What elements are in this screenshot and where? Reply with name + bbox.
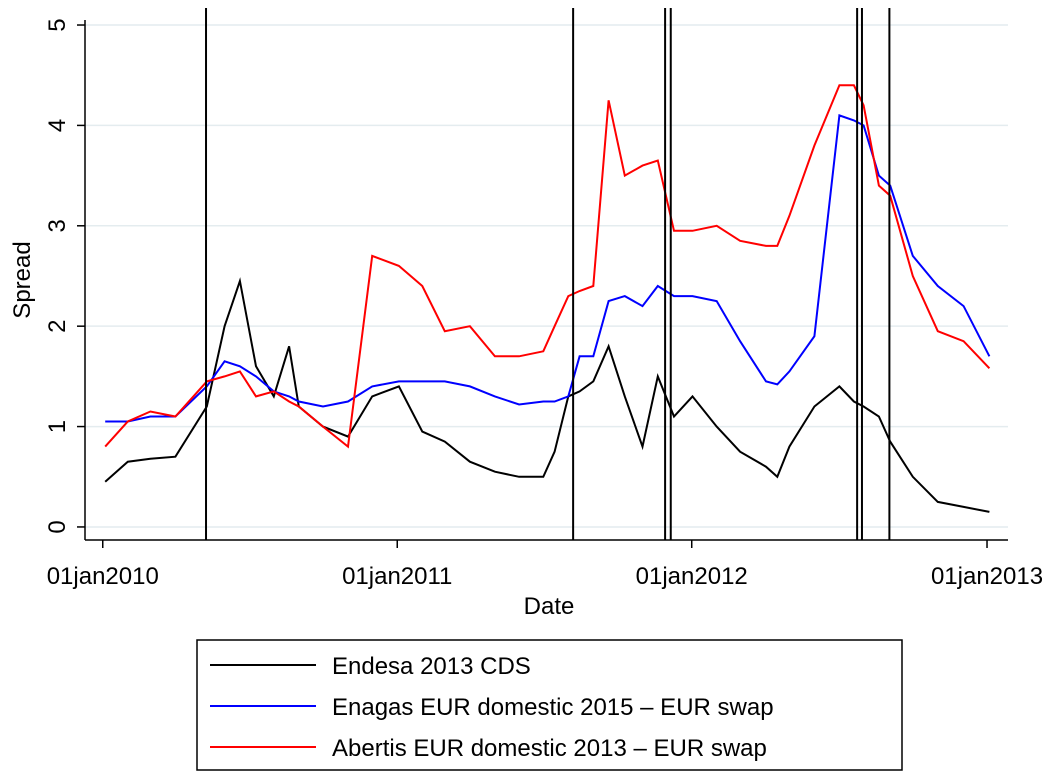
y-tick-label: 2	[44, 319, 71, 332]
x-tick-label: 01jan2010	[47, 563, 159, 590]
y-tick-label: 1	[44, 420, 71, 433]
x-tick-label: 01jan2012	[636, 563, 748, 590]
y-tick-label: 4	[44, 119, 71, 132]
legend-label: Enagas EUR domestic 2015 – EUR swap	[332, 694, 774, 721]
legend-label: Abertis EUR domestic 2013 – EUR swap	[332, 735, 767, 762]
y-tick-label: 3	[44, 219, 71, 232]
y-tick-label: 0	[44, 520, 71, 533]
y-tick-label: 5	[44, 18, 71, 31]
x-tick-label: 01jan2013	[931, 563, 1043, 590]
x-tick-label: 01jan2011	[342, 563, 452, 590]
y-axis-label: Spread	[9, 241, 36, 318]
legend-label: Endesa 2013 CDS	[332, 653, 531, 680]
x-axis-label: Date	[524, 593, 575, 620]
